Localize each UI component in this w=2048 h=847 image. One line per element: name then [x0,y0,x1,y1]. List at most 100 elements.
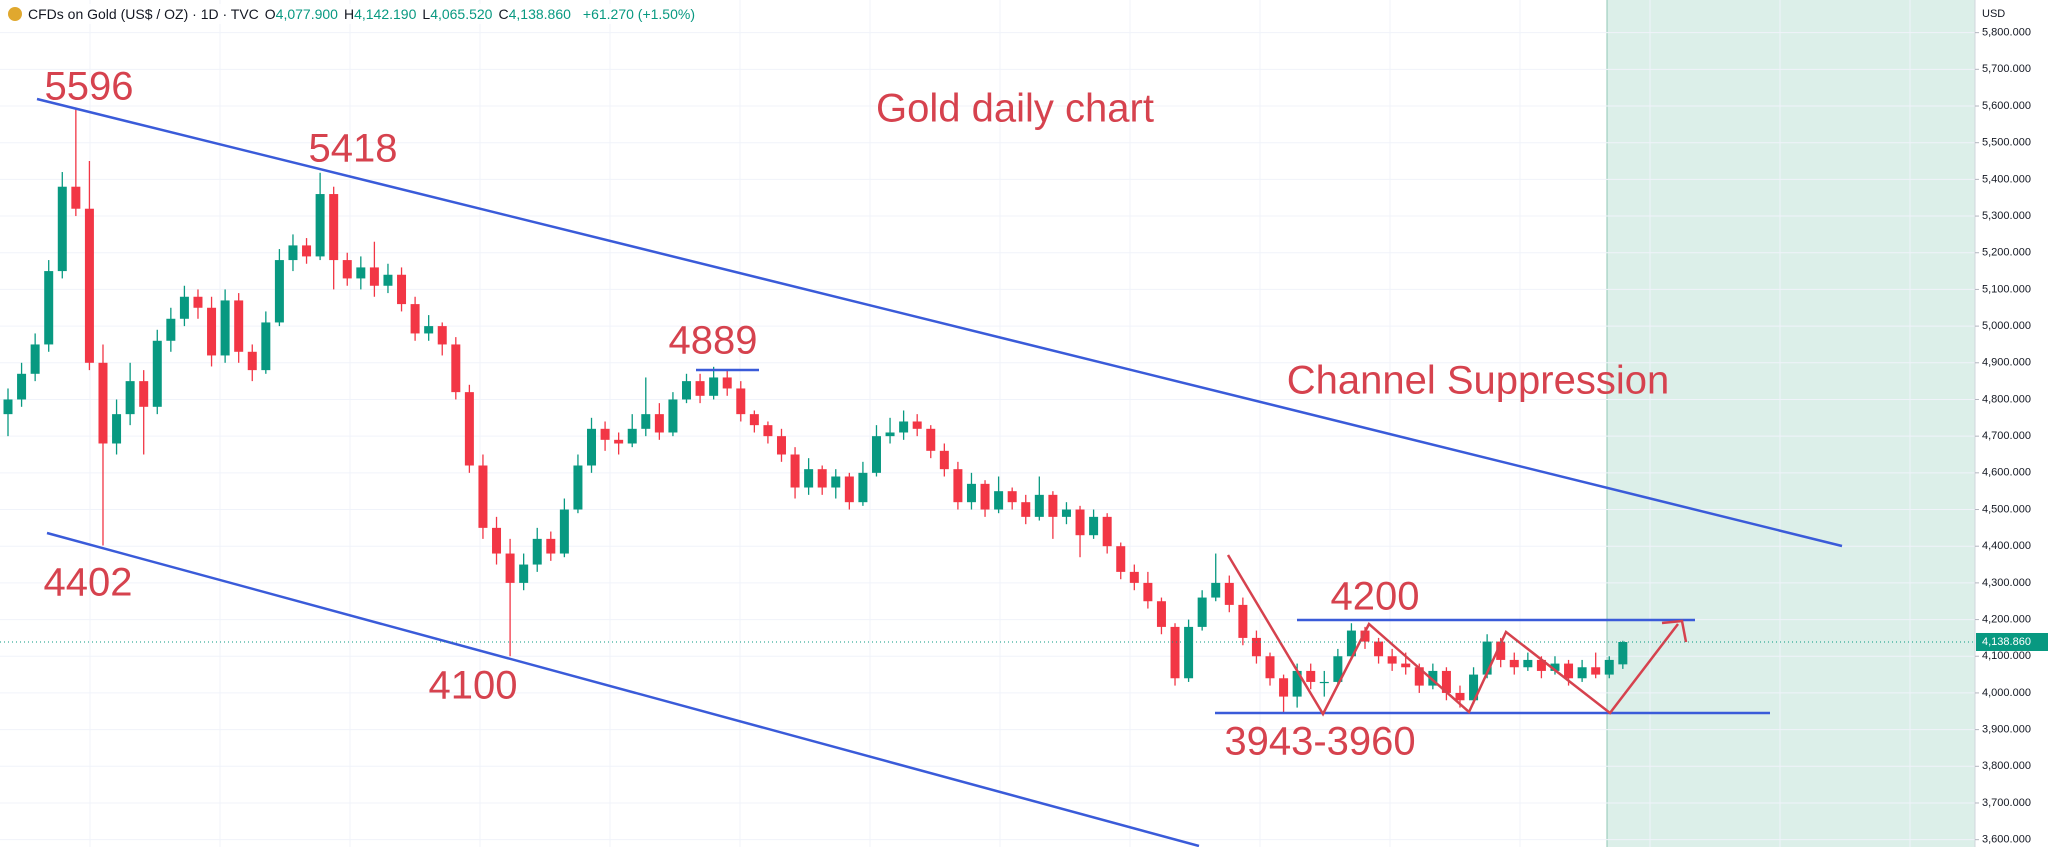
candle-body [695,381,705,396]
candle-body [1211,582,1221,598]
candle-body [1034,494,1044,517]
candle-body [899,421,909,433]
candle-body [1184,626,1194,679]
y-tick-label: 4,400.000 [1982,540,2031,552]
field-value: 4,142.190 [354,6,417,22]
candle-body [885,432,895,437]
candle-body [912,421,922,429]
y-tick-label: 3,700.000 [1982,797,2031,809]
candle-body [1156,601,1166,627]
candle-body [315,194,325,257]
candle-body [3,399,13,415]
candle-body [1496,641,1506,660]
y-tick-label: 5,000.000 [1982,320,2031,332]
annotation: Channel Suppression [1287,359,1669,403]
candle-body [831,476,841,488]
y-tick-label: 3,600.000 [1982,834,2031,846]
channel-lower [46,531,1200,847]
price-axis [1975,0,2048,847]
candle-body [532,538,542,565]
annotation: 5596 [45,65,134,109]
candle-body [790,454,800,488]
candle-body [926,428,936,451]
candle-body [234,300,244,352]
candle-body [736,388,746,415]
drawings [36,97,1843,847]
candle-body [30,344,40,374]
candle-body [1550,663,1560,671]
y-tick-label: 5,400.000 [1982,173,2031,185]
candle-body [397,274,407,305]
candle-body [817,469,827,488]
candle-body [1102,516,1112,547]
candle-body [193,296,203,308]
symbol-icon [8,7,22,21]
chart-title: Gold daily chart [876,87,1154,131]
candle-body [763,425,773,437]
candle-body [451,344,461,393]
field-value: 4,077.900 [275,6,338,22]
header: CFDs on Gold (US$ / OZ) · 1D · TVC O4,07… [4,4,699,24]
y-tick-label: 4,700.000 [1982,430,2031,442]
candle-body [1469,674,1479,701]
candle-body [1251,637,1261,657]
candle-body [1089,516,1099,536]
candle-body [84,208,94,363]
candle-body [44,271,54,345]
candle-body [152,340,162,407]
candle-body [682,381,691,400]
candle-body [1292,670,1302,697]
candle-body [1333,656,1343,682]
candle-body [1374,641,1384,657]
candle-body [342,260,352,279]
candle-body [288,245,298,261]
candle-body [1414,667,1424,686]
y-tick-label: 5,500.000 [1982,137,2031,149]
candle-body [478,465,488,528]
y-tick-label: 4,500.000 [1982,503,2031,515]
candle-body [437,326,447,345]
annotations: Gold daily chart 5596 5418 4889 4402 4100 420… [44,65,1670,764]
candle-body [179,296,189,319]
candle-body [573,465,583,510]
candle-body [166,318,176,341]
candle-body [356,267,366,279]
candle-body [1536,659,1546,671]
candle-body [1401,663,1411,668]
candle-body [220,300,230,356]
candle-body [519,564,529,583]
candle-body [1455,692,1465,701]
candle-body [858,472,868,503]
symbol: CFDs on Gold (US$ / OZ) · 1D · TVC [28,6,259,22]
candle-body [953,469,963,503]
candle-body [1279,678,1289,697]
candle-body [641,414,651,429]
ohlc: O4,077.900 H4,142.190 L4,065.520 C4,138.860 [265,6,577,22]
candle-body [871,436,881,473]
candle-body [302,245,312,257]
candle-body [98,362,108,444]
y-tick-label: 5,600.000 [1982,100,2031,112]
candle-body [749,414,759,426]
candle-body [207,307,217,356]
candle-body [274,260,284,323]
y-tick-label: 5,200.000 [1982,247,2031,259]
future-zone [1607,0,1975,847]
candle-body [1387,656,1397,664]
candle-body [994,491,1004,510]
candle-body [546,538,556,554]
candles [3,107,1628,714]
y-tick-label: 4,600.000 [1982,467,2031,479]
candle-body [600,428,610,440]
y-tick-label: 4,800.000 [1982,393,2031,405]
candle-body [587,428,597,466]
candle-body [1116,546,1126,572]
candle-body [1319,681,1329,684]
field-key: C [498,6,509,22]
candle-body [1591,667,1601,675]
y-tick-label: 4,200.000 [1982,613,2031,625]
zigzag-path [1226,554,1679,717]
candle-body [329,194,339,261]
candle-body [844,476,854,503]
